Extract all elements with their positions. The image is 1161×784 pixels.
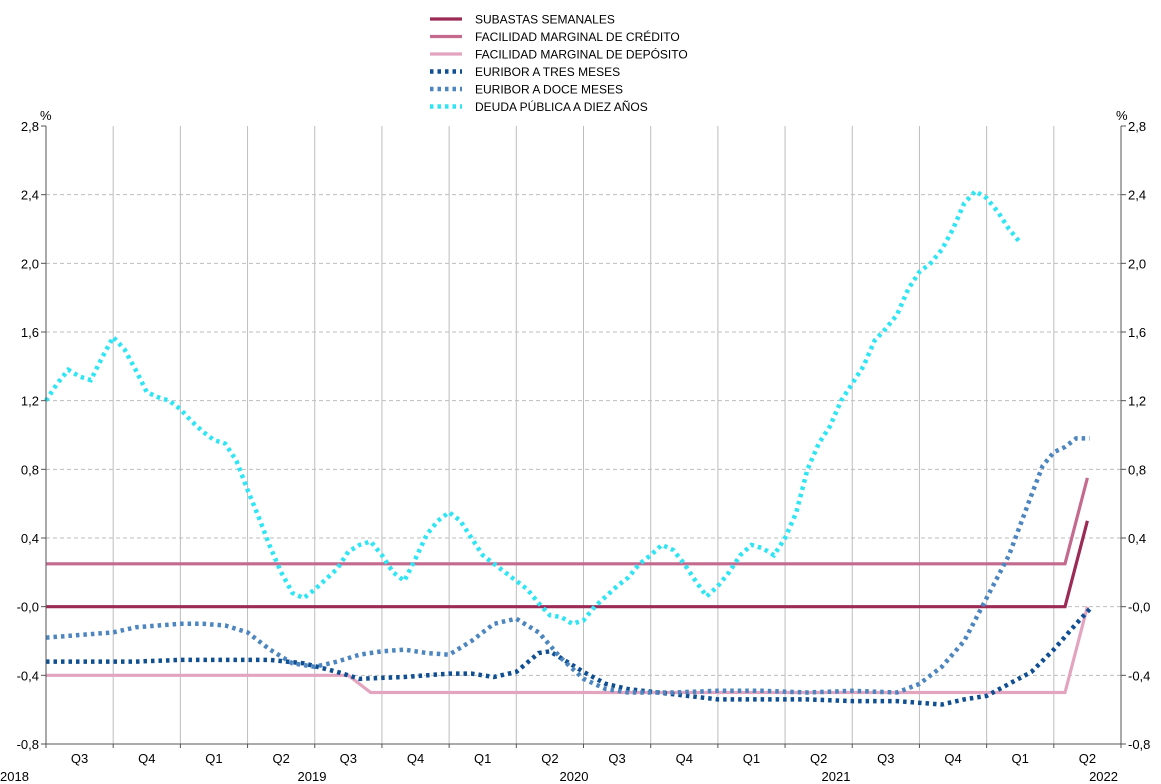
legend-label-1: SUBASTAS SEMANALES xyxy=(475,13,615,27)
y-tick-label-right: 0,8 xyxy=(1128,462,1146,477)
quarter-label: Q4 xyxy=(138,751,155,766)
y-tick-label-right: 1,6 xyxy=(1128,325,1146,340)
legend: SUBASTAS SEMANALES FACILIDAD MARGINAL DE … xyxy=(430,13,688,114)
y-tick-label-left: 2,4 xyxy=(21,188,39,203)
quarter-label: Q1 xyxy=(205,751,222,766)
year-label: 2020 xyxy=(560,769,589,784)
quarter-label: Q4 xyxy=(944,751,961,766)
grid xyxy=(46,126,1121,744)
y-tick-label-right: -0,8 xyxy=(1128,737,1150,752)
y-axis-unit-right: % xyxy=(1116,108,1128,123)
y-tick-label-left: 0,4 xyxy=(21,531,39,546)
y-tick-label-right: 2,0 xyxy=(1128,256,1146,271)
y-tick-label-left: -0,0 xyxy=(17,600,39,615)
quarter-label: Q1 xyxy=(1012,751,1029,766)
y-tick-label-right: 1,2 xyxy=(1128,394,1146,409)
quarter-label: Q4 xyxy=(676,751,693,766)
year-label: 2019 xyxy=(298,769,327,784)
quarter-label: Q1 xyxy=(743,751,760,766)
quarter-label: Q2 xyxy=(810,751,827,766)
quarter-label: Q4 xyxy=(407,751,424,766)
y-tick-label-left: 2,8 xyxy=(21,119,39,134)
x-axis-labels: Q3 Q4 Q1 Q2 Q3 Q4 Q1 Q2 Q3 Q4 Q1 Q2 Q3 Q4 Q1 Q2 2018 2019… xyxy=(0,751,1118,784)
series-line-1 xyxy=(46,520,1089,609)
y-tick-label-right: 2,4 xyxy=(1128,188,1146,203)
series-line-3 xyxy=(46,606,1089,695)
year-label: 2021 xyxy=(822,769,851,784)
legend-label-5: EURIBOR A DOCE MESES xyxy=(475,83,623,97)
quarter-label: Q3 xyxy=(340,751,357,766)
quarter-label: Q3 xyxy=(71,751,88,766)
y-tick-label-right: 0,4 xyxy=(1128,531,1146,546)
y-tick-label-left: -0,8 xyxy=(17,737,39,752)
y-tick-label-right: -0,4 xyxy=(1128,668,1150,683)
series-line-5 xyxy=(45,436,1090,695)
axes: 2,8 2,8 2,4 2,4 2,0 2,0 1,6 1,6 1,2 1,2 0,8 0,8 0,4 0… xyxy=(17,119,1151,752)
quarter-label: Q2 xyxy=(272,751,289,766)
y-tick-label-left: 1,6 xyxy=(21,325,39,340)
legend-label-4: EURIBOR A TRES MESES xyxy=(475,65,620,79)
y-tick-label-right: 2,8 xyxy=(1128,119,1146,134)
quarter-label: Q3 xyxy=(877,751,894,766)
y-axis-unit-left: % xyxy=(40,108,52,123)
quarter-label: Q1 xyxy=(474,751,491,766)
year-label: 2022 xyxy=(1089,769,1118,784)
y-tick-label-right: -0,0 xyxy=(1128,600,1150,615)
year-label: 2018 xyxy=(0,769,29,784)
quarter-label: Q2 xyxy=(541,751,558,766)
series-line-2 xyxy=(46,477,1089,566)
quarter-label: Q2 xyxy=(1079,751,1096,766)
y-tick-label-left: -0,4 xyxy=(17,668,39,683)
quarter-label: Q3 xyxy=(608,751,625,766)
y-tick-label-left: 0,8 xyxy=(21,462,39,477)
y-tick-label-left: 2,0 xyxy=(21,256,39,271)
legend-label-2: FACILIDAD MARGINAL DE CRÉDITO xyxy=(475,29,680,44)
y-tick-label-left: 1,2 xyxy=(21,394,39,409)
series-layer xyxy=(44,188,1094,707)
series-line-6 xyxy=(44,188,1022,627)
legend-label-6: DEUDA PÚBLICA A DIEZ AÑOS xyxy=(475,99,648,114)
legend-label-3: FACILIDAD MARGINAL DE DEPÓSITO xyxy=(475,47,688,62)
series-line-4 xyxy=(46,605,1094,707)
